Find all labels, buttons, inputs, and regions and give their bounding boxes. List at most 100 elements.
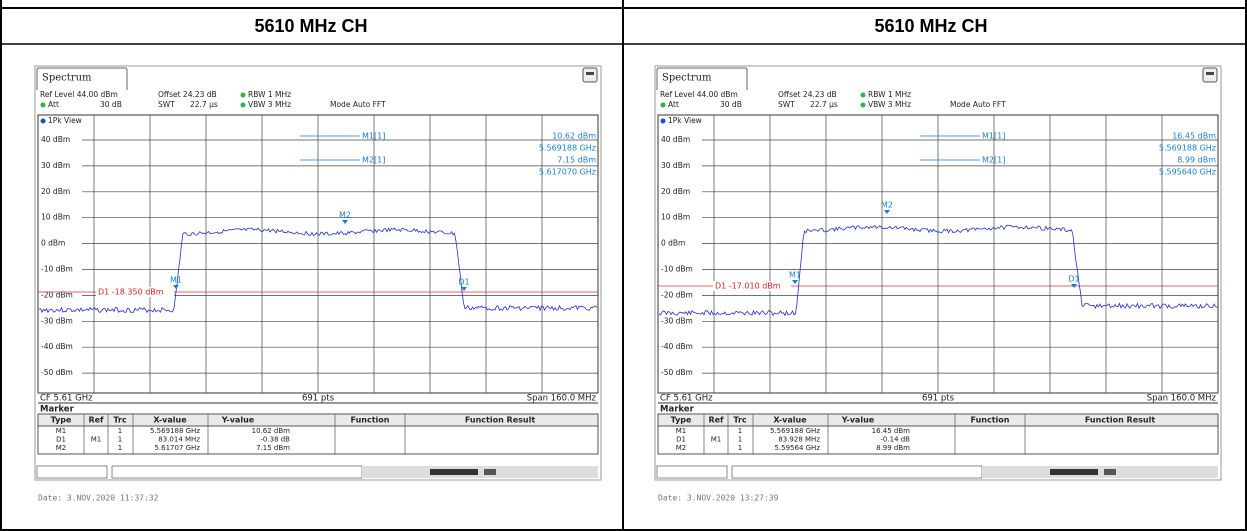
setting: RBW 1 MHz xyxy=(248,90,291,99)
cell-y: 10.62 dBm xyxy=(252,427,291,435)
y-label: -20 dBm xyxy=(661,290,693,299)
marker-label: M1 xyxy=(170,276,182,285)
marker-table-header-bg xyxy=(37,413,599,427)
y-label: -30 dBm xyxy=(661,316,693,325)
setting: Offset 24.23 dB xyxy=(778,90,837,99)
marker-symbol xyxy=(884,210,890,214)
y-label: -10 dBm xyxy=(661,265,693,274)
cell-type: M1 xyxy=(56,427,67,435)
cell-y: -0.14 dB xyxy=(880,436,910,444)
marker-symbol xyxy=(792,280,798,284)
y-label: 40 dBm xyxy=(41,135,70,144)
marker-table-title: Marker xyxy=(40,405,75,415)
y-label: 10 dBm xyxy=(41,213,70,222)
y-label: -30 dBm xyxy=(41,316,73,325)
readout-level: 16.45 dBm xyxy=(1172,132,1216,141)
trace xyxy=(658,224,1218,317)
status-strip xyxy=(982,466,1218,478)
status-light xyxy=(484,469,496,475)
y-label: 10 dBm xyxy=(661,213,690,222)
column-header: Ref xyxy=(708,416,724,425)
readout-level: 10.62 dBm xyxy=(552,132,596,141)
cell-trc: 1 xyxy=(118,427,122,435)
readout-frequency: 5.595640 GHz xyxy=(1159,168,1216,177)
status-dot xyxy=(860,102,866,108)
view-label: 1Pk View xyxy=(48,116,82,125)
setting: Att xyxy=(48,100,59,109)
setting: Mode Auto FFT xyxy=(950,100,1006,109)
marker-symbol xyxy=(1071,284,1077,288)
y-label: -40 dBm xyxy=(661,342,693,351)
tab xyxy=(36,67,128,90)
cell-trc: 1 xyxy=(738,427,742,435)
column-header: Type xyxy=(51,416,72,425)
footer-span: Span 160.0 MHz xyxy=(1147,394,1217,404)
display-line-label: D1 -17.010 dBm xyxy=(715,282,781,291)
y-label: -40 dBm xyxy=(41,342,73,351)
column-header: Ref xyxy=(88,416,104,425)
cell-y: 8.99 dBm xyxy=(876,444,910,452)
date: Date: 3.NOV.2020 13:27:39 xyxy=(658,494,779,503)
setting: Offset 24.23 dB xyxy=(158,90,217,99)
status-dot xyxy=(40,102,46,108)
status-dot xyxy=(860,92,866,98)
marker-symbol xyxy=(342,220,348,224)
status-dot xyxy=(240,102,246,108)
cell-type: M2 xyxy=(676,444,687,452)
y-label: -20 dBm xyxy=(41,290,73,299)
marker-label: M2 xyxy=(881,201,893,210)
setting: 22.7 µs xyxy=(810,100,838,109)
readout-marker: M1[1] xyxy=(362,132,385,141)
readout-level: 8.99 dBm xyxy=(1177,156,1216,165)
status-box xyxy=(731,465,983,479)
column-header: X-value xyxy=(153,416,187,425)
column-header: Function xyxy=(971,416,1010,425)
y-label: 40 dBm xyxy=(661,135,690,144)
cell-trc: 1 xyxy=(118,444,122,452)
cell-ref: M1 xyxy=(91,436,102,444)
status-box xyxy=(656,465,728,479)
toolbar-icon-glyph xyxy=(586,72,594,75)
tab-label: Spectrum xyxy=(42,73,92,84)
y-label: -10 dBm xyxy=(41,265,73,274)
setting: Att xyxy=(668,100,679,109)
footer-center: CF 5.61 GHz xyxy=(660,394,713,404)
y-label: 0 dBm xyxy=(41,239,65,248)
column-header: Y-value xyxy=(221,416,255,425)
cell-type: M1 xyxy=(676,427,687,435)
column-header: X-value xyxy=(773,416,807,425)
marker-symbol xyxy=(173,285,179,289)
marker-table-title: Marker xyxy=(660,405,695,415)
display-line-label-bg xyxy=(96,287,174,297)
marker-table-header-bg xyxy=(657,413,1219,427)
setting: VBW 3 MHz xyxy=(868,100,911,109)
y-label: 20 dBm xyxy=(41,187,70,196)
y-label: 20 dBm xyxy=(661,187,690,196)
readout-frequency: 5.569188 GHz xyxy=(1159,144,1216,153)
setting: Ref Level 44.00 dBm xyxy=(660,90,738,99)
readout-marker: M2[1] xyxy=(362,156,385,165)
trace-dot xyxy=(40,118,46,124)
readout-marker: M2[1] xyxy=(982,156,1005,165)
cell-x: 5.569188 GHz xyxy=(770,427,820,435)
column-header: Y-value xyxy=(841,416,875,425)
cell-type: M2 xyxy=(56,444,67,452)
marker-label: M2 xyxy=(339,211,351,220)
readout-level: 7.15 dBm xyxy=(557,156,596,165)
cell-x: 83.014 MHz xyxy=(158,436,200,444)
setting: 22.7 µs xyxy=(190,100,218,109)
y-label: 30 dBm xyxy=(661,161,690,170)
column-header: Function xyxy=(351,416,390,425)
status-box xyxy=(111,465,363,479)
cell-header: 5610 MHz CH xyxy=(874,16,987,36)
status-light xyxy=(1104,469,1116,475)
readout-frequency: 5.617070 GHz xyxy=(539,168,596,177)
column-header: Function Result xyxy=(465,416,536,425)
cell-x: 5.61707 GHz xyxy=(154,444,200,452)
cell-trc: 1 xyxy=(738,444,742,452)
cell-y: -0.38 dB xyxy=(260,436,290,444)
toolbar-icon-glyph xyxy=(1206,72,1214,75)
display-line-label: D1 -18.350 dBm xyxy=(98,288,164,297)
y-label: -50 dBm xyxy=(661,368,693,377)
cell-type: D1 xyxy=(676,436,686,444)
